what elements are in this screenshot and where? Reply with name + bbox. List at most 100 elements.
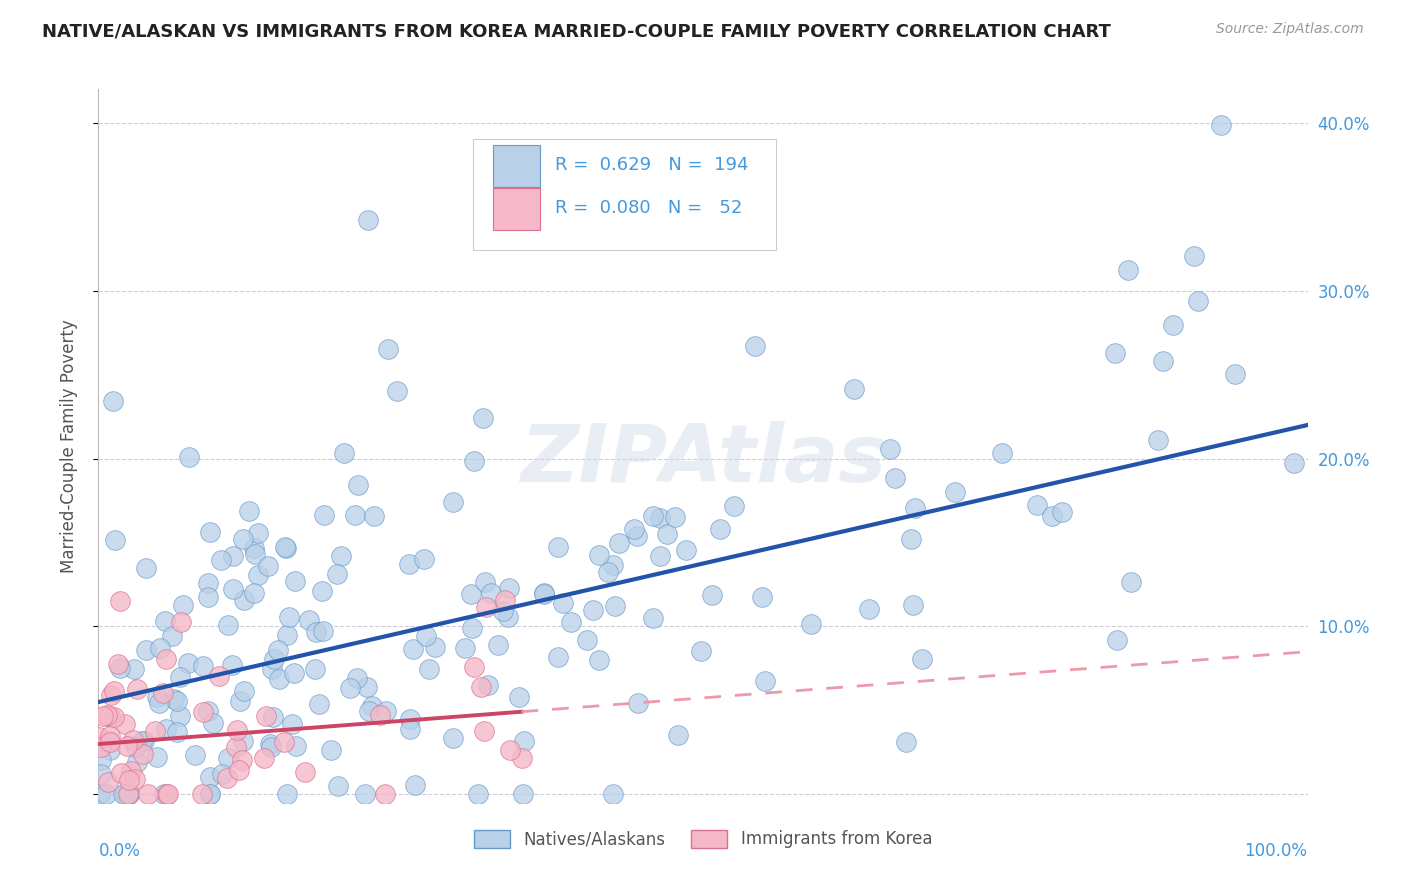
Point (117, 739, 139, 753)
Point (1282, 456, 1305, 470)
Point (243, 541, 266, 555)
Point (498, 609, 520, 624)
Point (98, 708, 121, 723)
Point (94, 788, 117, 802)
Point (217, 751, 239, 765)
Point (201, 715, 224, 730)
Point (267, 643, 290, 657)
Point (166, 694, 188, 708)
Point (103, 710, 125, 724)
Point (666, 728, 689, 742)
Point (163, 692, 186, 706)
Point (90, 753, 112, 767)
Point (326, 567, 349, 582)
Point (89, 767, 111, 781)
Point (1105, 632, 1128, 647)
Point (308, 697, 330, 711)
Point (472, 411, 495, 425)
Point (238, 504, 260, 518)
Point (588, 652, 610, 666)
Point (498, 582, 520, 596)
Point (311, 584, 333, 599)
Point (657, 527, 679, 541)
Point (1211, 118, 1233, 132)
Point (274, 540, 297, 554)
Point (273, 735, 295, 749)
Point (607, 535, 630, 549)
Point (650, 511, 672, 525)
Point (415, 629, 437, 643)
Point (312, 508, 335, 523)
Point (89, 730, 111, 744)
Point (460, 586, 482, 600)
Point (547, 540, 569, 554)
Point (441, 495, 464, 509)
FancyBboxPatch shape (492, 145, 540, 187)
Point (132, 733, 155, 747)
Point (900, 532, 922, 546)
Point (664, 509, 686, 524)
Point (232, 733, 254, 747)
Point (135, 643, 157, 657)
Point (127, 755, 149, 769)
Point (319, 742, 342, 756)
Point (333, 446, 356, 460)
Point (508, 690, 530, 704)
Point (418, 662, 440, 676)
Point (148, 696, 170, 710)
Point (453, 640, 475, 655)
Point (1182, 249, 1205, 263)
Point (191, 705, 214, 719)
Point (1052, 505, 1074, 519)
Point (197, 590, 219, 604)
Point (623, 523, 645, 537)
Point (329, 549, 352, 564)
Point (582, 603, 605, 617)
Point (155, 652, 177, 666)
Point (328, 780, 350, 794)
Point (533, 587, 555, 601)
Point (399, 712, 422, 726)
Point (131, 733, 153, 747)
Point (903, 501, 925, 516)
Point (277, 610, 299, 624)
Point (461, 622, 484, 636)
Point (117, 788, 139, 802)
Point (650, 549, 672, 563)
Point (475, 600, 498, 615)
Point (799, 616, 821, 631)
Point (281, 717, 304, 731)
Point (709, 522, 731, 536)
Point (231, 753, 253, 767)
Point (347, 478, 370, 492)
Point (1026, 498, 1049, 512)
Point (170, 615, 193, 629)
Point (689, 643, 711, 657)
Point (107, 657, 129, 671)
Point (588, 548, 610, 562)
Point (1121, 574, 1143, 589)
Point (98, 743, 121, 757)
Point (463, 454, 485, 468)
Point (675, 543, 697, 558)
Point (211, 767, 233, 781)
Point (404, 778, 426, 792)
Point (262, 710, 284, 724)
Point (233, 592, 256, 607)
Point (284, 574, 307, 589)
Point (467, 788, 489, 802)
Point (198, 788, 221, 802)
Point (222, 549, 245, 563)
Point (169, 670, 191, 684)
Point (232, 533, 254, 547)
Point (256, 558, 278, 573)
Point (990, 446, 1012, 460)
Point (700, 588, 723, 602)
Point (901, 598, 924, 612)
Point (96, 709, 118, 723)
Point (284, 739, 307, 753)
Point (312, 624, 335, 639)
Point (191, 658, 214, 673)
Point (253, 751, 276, 765)
Point (98, 729, 121, 743)
